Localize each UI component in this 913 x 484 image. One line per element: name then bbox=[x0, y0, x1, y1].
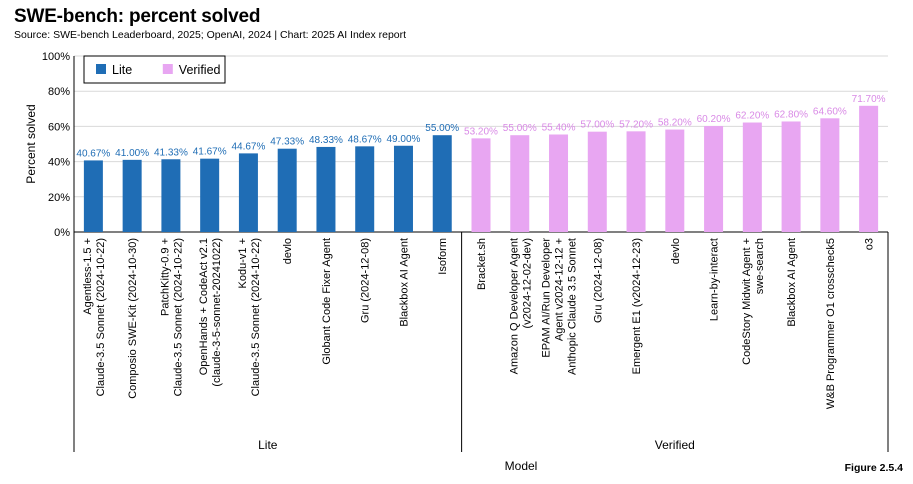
x-tick-label: PatchKitty-0.9 + bbox=[159, 238, 171, 316]
bar-lite bbox=[122, 159, 142, 232]
x-axis-title: Model bbox=[505, 459, 538, 473]
bar-value-label: 55.00% bbox=[503, 123, 537, 134]
y-tick-label: 100% bbox=[42, 51, 70, 63]
x-tick-label: OpenHands + CodeAct v2.1 bbox=[198, 238, 210, 375]
bar-verified bbox=[626, 131, 646, 232]
x-tick-label: Claude-3.5 Sonnet (2024-10-22) bbox=[250, 238, 262, 396]
bar-value-label: 71.70% bbox=[852, 94, 886, 105]
bar-value-label: 48.33% bbox=[309, 135, 343, 146]
legend-swatch-verified bbox=[162, 64, 173, 74]
x-tick-label: Globant Code Fixer Agent bbox=[321, 238, 333, 365]
bar-lite bbox=[277, 148, 297, 232]
x-tick-label: devlo bbox=[670, 238, 682, 264]
x-tick-label: Emergent E1 (v2024-12-23) bbox=[631, 238, 643, 374]
x-tick-label: Blackbox AI Agent bbox=[398, 238, 410, 327]
bar-value-label: 49.00% bbox=[387, 134, 421, 145]
legend-box bbox=[83, 55, 226, 84]
x-tick-label: CodeStory Midwit Agent + bbox=[741, 238, 753, 365]
bar-value-label: 41.33% bbox=[154, 147, 188, 158]
bar-verified bbox=[587, 131, 607, 232]
y-tick-label: 40% bbox=[48, 157, 70, 169]
bar-verified bbox=[742, 122, 762, 232]
bar-value-label: 55.00% bbox=[425, 123, 459, 134]
bar-verified bbox=[510, 135, 530, 232]
legend-swatch-lite bbox=[96, 64, 106, 74]
y-tick-label: 20% bbox=[48, 192, 70, 204]
x-tick-label: Isoform bbox=[437, 238, 449, 275]
bar-lite bbox=[355, 146, 375, 232]
bar-value-label: 55.40% bbox=[542, 122, 576, 133]
chart-subtitle: Source: SWE-bench Leaderboard, 2025; Ope… bbox=[14, 29, 407, 41]
bar-lite bbox=[200, 158, 220, 232]
bar-value-label: 40.67% bbox=[76, 148, 110, 159]
x-tick-label: Gru (2024-12-08) bbox=[360, 238, 372, 323]
y-tick-label: 0% bbox=[54, 227, 70, 239]
bar-value-label: 58.20% bbox=[658, 118, 692, 129]
x-tick-label: Agentless-1.5 + bbox=[82, 238, 94, 315]
x-tick-label: Composio SWE-Kit (2024-10-30) bbox=[127, 238, 139, 399]
bar-lite bbox=[432, 135, 452, 232]
x-tick-label: EPAM AI/Run Developer bbox=[541, 238, 553, 358]
bar-lite bbox=[161, 159, 181, 232]
group-label: Lite bbox=[258, 438, 278, 452]
bar-value-label: 41.67% bbox=[193, 147, 227, 158]
bar-value-label: 47.33% bbox=[270, 137, 304, 148]
bar-verified bbox=[859, 105, 879, 232]
x-tick-label: W&B Programmer O1 crosscheck5 bbox=[825, 238, 837, 409]
x-tick-label: Claude-3.5 Sonnet (2024-10-22) bbox=[95, 238, 107, 396]
x-tick-label: (claude-3-5-sonnet-20241022) bbox=[211, 238, 223, 387]
x-tick-label: devlo bbox=[282, 238, 294, 264]
bar-value-label: 53.20% bbox=[464, 126, 498, 137]
bar-lite bbox=[393, 145, 413, 232]
x-tick-label: Gru (2024-12-08) bbox=[592, 238, 604, 323]
x-tick-label: Anthopic Claude 3.5 Sonnet bbox=[567, 238, 579, 375]
bar-value-label: 60.20% bbox=[697, 114, 731, 125]
bar-value-label: 41.00% bbox=[115, 148, 149, 159]
y-tick-label: 80% bbox=[48, 86, 70, 98]
x-tick-label: o3 bbox=[864, 238, 876, 250]
bar-verified bbox=[471, 138, 491, 232]
group-label: Verified bbox=[655, 438, 695, 452]
legend-label-verified: Verified bbox=[179, 63, 221, 77]
x-tick-label: Bracket.sh bbox=[476, 238, 488, 290]
bar-verified bbox=[781, 121, 801, 232]
bar-value-label: 57.00% bbox=[580, 120, 614, 131]
y-axis-title: Percent solved bbox=[24, 104, 38, 183]
x-tick-label: Blackbox AI Agent bbox=[786, 238, 798, 327]
bar-value-label: 62.80% bbox=[774, 109, 808, 120]
bar-value-label: 64.60% bbox=[813, 106, 847, 117]
bar-value-label: 62.20% bbox=[735, 111, 769, 122]
x-tick-label: Amazon Q Developer Agent bbox=[508, 238, 520, 374]
bar-verified bbox=[549, 134, 569, 232]
y-tick-label: 60% bbox=[48, 121, 70, 133]
x-tick-label: Learn-by-interact bbox=[709, 238, 721, 321]
chart-title: SWE-bench: percent solved bbox=[14, 6, 261, 27]
bar-verified bbox=[704, 126, 724, 232]
x-tick-label: swe-search bbox=[754, 238, 766, 294]
x-tick-label: Agent v2024-12-12 + bbox=[554, 238, 566, 341]
figure-label: Figure 2.5.4 bbox=[844, 462, 903, 474]
bar-verified bbox=[820, 118, 840, 232]
bar-lite bbox=[83, 160, 103, 232]
bar-lite bbox=[238, 153, 258, 232]
bar-lite bbox=[316, 146, 336, 232]
bar-value-label: 44.67% bbox=[231, 141, 265, 152]
x-tick-label: Kodu-v1 + bbox=[237, 238, 249, 288]
x-tick-label: Claude-3.5 Sonnet (2024-10-22) bbox=[172, 238, 184, 396]
legend-label-lite: Lite bbox=[112, 63, 132, 77]
bar-value-label: 48.67% bbox=[348, 134, 382, 145]
x-tick-label: (v2024-12-02-dev) bbox=[521, 238, 533, 329]
bar-verified bbox=[665, 129, 685, 232]
bar-value-label: 57.20% bbox=[619, 119, 653, 130]
